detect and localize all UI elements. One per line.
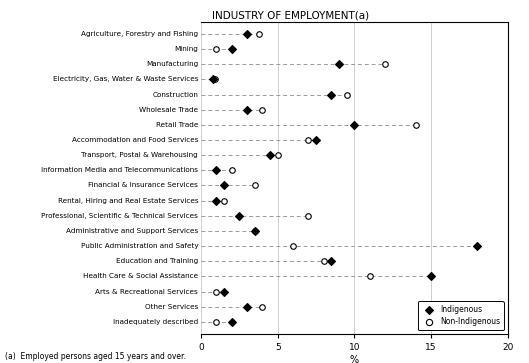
Legend: Indigenous, Non-Indigenous: Indigenous, Non-Indigenous: [418, 301, 504, 330]
Text: INDUSTRY OF EMPLOYMENT(a): INDUSTRY OF EMPLOYMENT(a): [212, 11, 370, 21]
X-axis label: %: %: [350, 355, 359, 363]
Text: (a)  Employed persons aged 15 years and over.: (a) Employed persons aged 15 years and o…: [5, 352, 186, 361]
